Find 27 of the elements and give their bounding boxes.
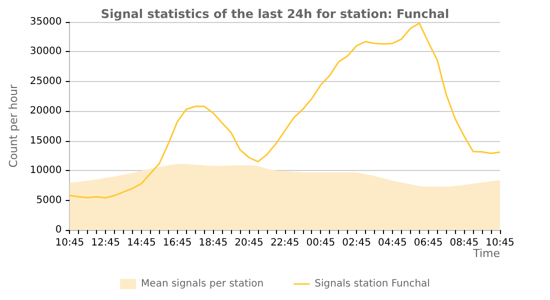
x-tick-label: 04:45 — [378, 238, 407, 248]
y-tick-label: 35000 — [30, 16, 62, 28]
y-axis-title: Count per hour — [7, 84, 20, 168]
y-tick-label: 25000 — [30, 76, 62, 87]
x-tick-label: 06:45 — [414, 238, 443, 248]
x-tick-label: 18:45 — [198, 238, 228, 248]
y-tick-label: 5000 — [36, 194, 62, 206]
x-tick-label: 12:45 — [91, 238, 120, 248]
x-tick-label: 08:45 — [450, 238, 479, 248]
legend-label: Signals station Funchal — [314, 278, 430, 290]
x-tick-label: 16:45 — [162, 238, 192, 248]
x-tick-label: 22:45 — [270, 238, 300, 248]
x-tick-label: 20:45 — [234, 238, 264, 248]
y-tick-label: 20000 — [30, 106, 62, 117]
x-axis-title: Time — [472, 247, 500, 260]
y-tick-label: 15000 — [30, 135, 62, 146]
y-tick-label: 0 — [55, 224, 62, 236]
chart-title: Signal statistics of the last 24h for station: Funchal — [100, 7, 450, 21]
y-tick-label: 30000 — [30, 46, 62, 58]
x-tick-label: 02:45 — [342, 238, 371, 248]
legend-label: Mean signals per station — [141, 278, 264, 290]
x-tick-label: 10:45 — [55, 238, 84, 248]
y-tick-label: 10000 — [30, 165, 62, 176]
x-tick-label: 00:45 — [306, 238, 336, 248]
line-series — [68, 22, 501, 199]
x-tick-label: 10:45 — [486, 238, 514, 248]
x-tick-label: 14:45 — [127, 238, 156, 248]
